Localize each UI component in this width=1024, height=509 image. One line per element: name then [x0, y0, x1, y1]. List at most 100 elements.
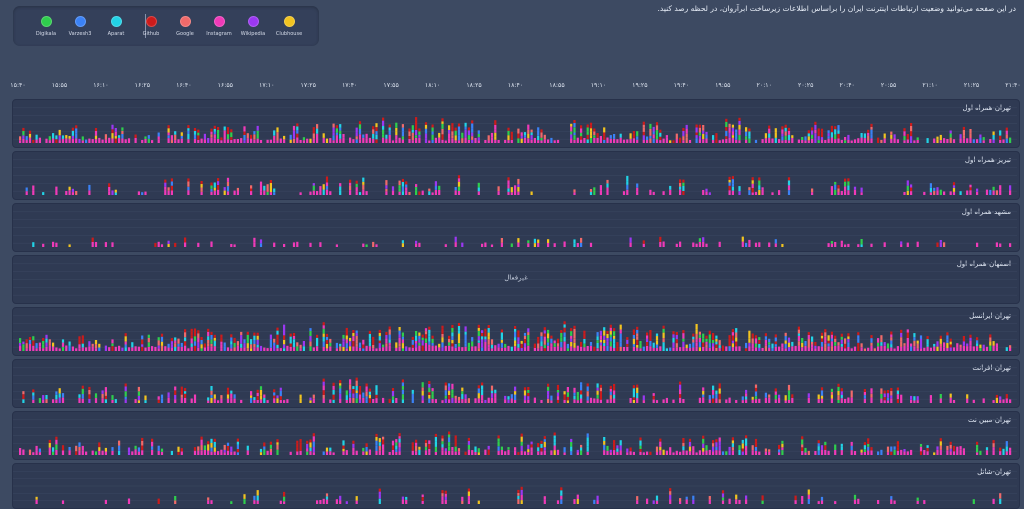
bar-segment [322, 378, 325, 382]
bar-segment [692, 242, 695, 247]
bar-segment [451, 135, 454, 139]
bar-segment [563, 321, 566, 325]
bar-segment [42, 348, 45, 351]
bar-segment [210, 343, 213, 347]
bar-segment [652, 134, 655, 139]
bar-segment [240, 343, 243, 348]
bar-segment [170, 341, 173, 345]
bar-segment [702, 447, 705, 452]
bar-segment [636, 187, 639, 192]
isp-chart-panel: تهران-افرانت [12, 359, 1020, 408]
bar-segment [754, 335, 758, 339]
legend-item-varzesh3[interactable]: Varzesh3 [60, 16, 100, 37]
bar-segment [857, 244, 860, 247]
bar-segment [745, 342, 748, 349]
bar-segment [210, 182, 213, 186]
bar-segment [441, 128, 444, 135]
bar-segment [764, 133, 767, 139]
bar-segment [949, 137, 952, 143]
bar-segment [88, 190, 91, 195]
bar-segment [428, 381, 431, 384]
bar-segment [22, 135, 25, 139]
bar-segment [197, 347, 200, 351]
bar-segment [451, 123, 454, 127]
bar-segment [75, 138, 78, 143]
bar-segment [721, 500, 725, 504]
bar-segment [434, 345, 437, 351]
bar-segment [639, 445, 642, 449]
isp-chart-panel: تهران-مبین نت [12, 411, 1020, 460]
legend-item-instagram[interactable]: Instagram [199, 16, 239, 37]
bar-segment [919, 348, 923, 351]
bar-segment [240, 399, 243, 403]
bar-segment [91, 450, 94, 455]
bar-segment [626, 181, 629, 185]
bar-segment [226, 445, 230, 451]
bar-segment [408, 128, 411, 132]
bar-segment [593, 187, 596, 191]
bar-segment [78, 450, 81, 455]
bar-segment [685, 128, 688, 134]
legend-item-clubhouse[interactable]: Clubhouse [269, 16, 309, 37]
bar-segment [269, 334, 272, 340]
bar-segment [573, 328, 576, 333]
bar-segment [365, 391, 368, 397]
legend-item-google[interactable]: Google [165, 16, 205, 37]
isp-chart-panel: تبریز-همراه اول [12, 151, 1020, 200]
legend-item-digikala[interactable]: Digikala [26, 16, 66, 37]
bar-segment [735, 494, 738, 500]
bar-segment [830, 391, 833, 395]
bar-segment [372, 126, 375, 130]
bar-segment [319, 242, 322, 247]
bar-segment [398, 334, 401, 338]
bar-segment [662, 338, 665, 343]
bar-segment [807, 397, 810, 403]
bar-segment [570, 346, 573, 351]
bar-segment [415, 190, 418, 195]
bar-segment [609, 385, 612, 389]
bar-segment [401, 389, 404, 395]
bar-segment [263, 442, 266, 447]
legend-item-github[interactable]: Github [131, 16, 171, 37]
bar-segment [613, 440, 616, 444]
bar-segment [609, 388, 612, 392]
bar-segment [923, 450, 926, 455]
bar-segment [936, 187, 939, 191]
bar-segment [919, 444, 923, 447]
bar-segment [332, 127, 335, 133]
bar-segment [454, 347, 457, 351]
bar-segment [273, 140, 276, 143]
bar-segment [725, 127, 728, 131]
bar-segment [702, 438, 705, 444]
bar-segment [662, 399, 665, 403]
bar-segment [850, 397, 853, 403]
bar-segment [916, 348, 919, 351]
legend-item-aparat[interactable]: Aparat [96, 16, 136, 37]
bar-segment [768, 344, 771, 348]
bar-segment [375, 451, 378, 455]
bar-segment [731, 437, 734, 441]
bar-segment [269, 339, 272, 344]
bar-segment [61, 393, 65, 398]
bar-segment [187, 130, 190, 134]
bar-segment [540, 140, 543, 143]
bar-segment [355, 333, 358, 336]
bar-segment [728, 190, 731, 195]
bar-segment [1005, 127, 1008, 131]
bar-segment [563, 241, 566, 247]
bar-segment [35, 499, 38, 504]
y-axis-labels [3, 464, 11, 508]
bar-segment [754, 447, 758, 451]
bar-segment [490, 132, 494, 138]
bar-segment [580, 242, 583, 247]
bar-segment [236, 139, 239, 143]
bar-segment [906, 242, 909, 247]
bar-segment [824, 449, 827, 455]
bar-segment [649, 135, 652, 139]
bar-segment [391, 190, 395, 195]
bar-segment [949, 451, 952, 455]
bar-segment [431, 192, 434, 195]
bar-segment [365, 447, 368, 452]
legend-item-wikipedia[interactable]: Wikipedia [233, 16, 273, 37]
bar-segment [933, 452, 936, 455]
